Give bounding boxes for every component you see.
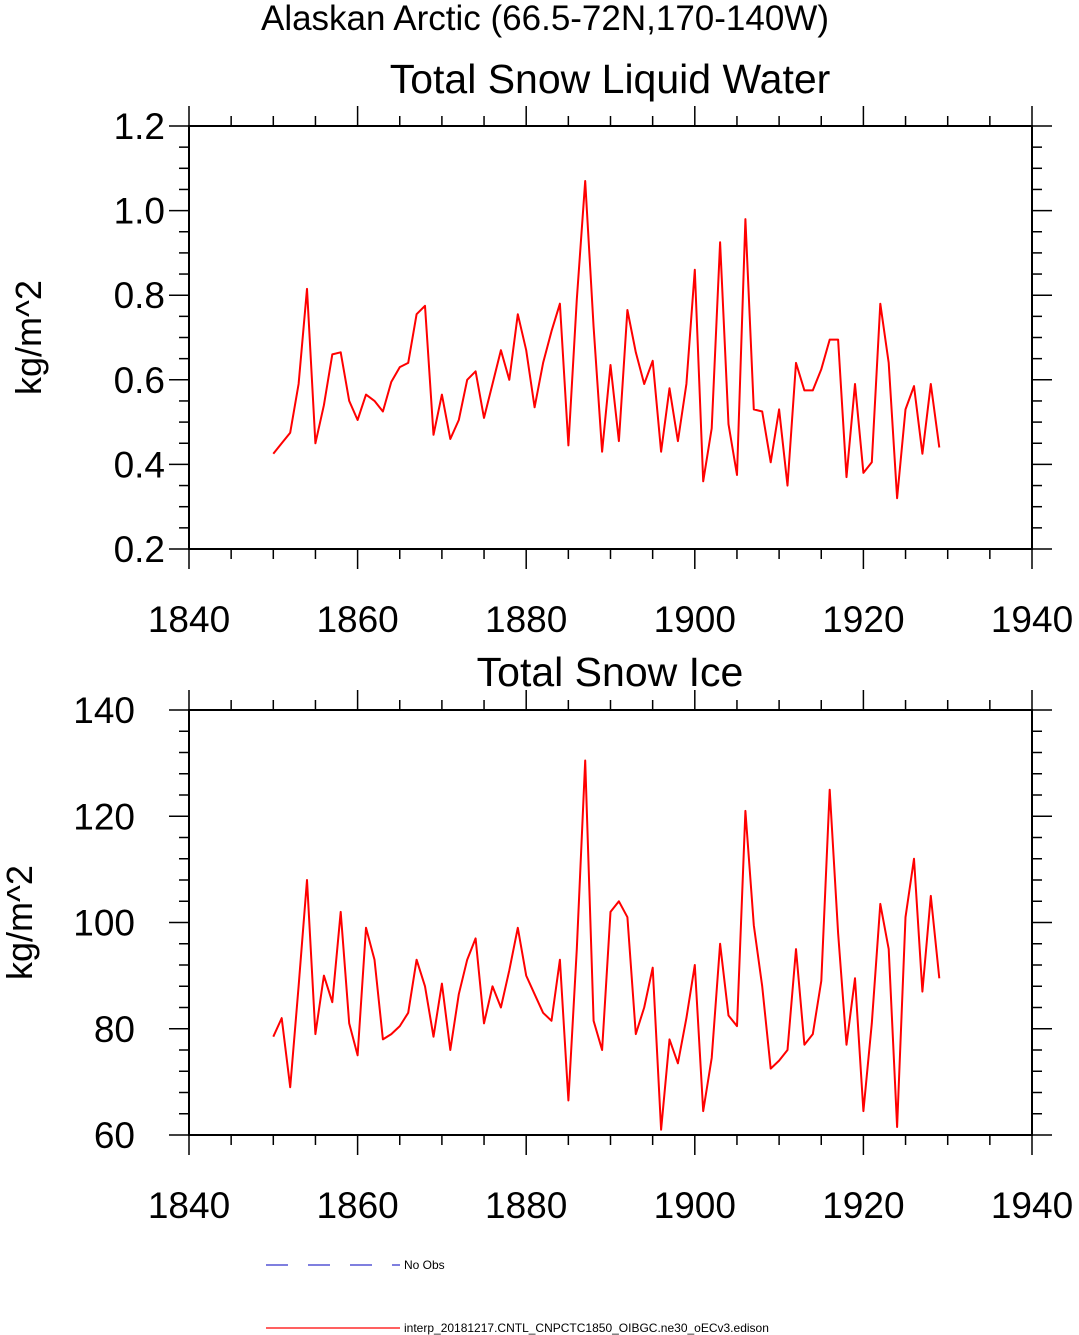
x-axis-tick-labels: 1840 1860 1880 1900 1920 1940 [148,599,1073,640]
x-tick-label: 1920 [822,1185,904,1226]
panel-snow-ice: Total Snow Ice 60 80 100 120 140 1840 1860 188… [0,649,1073,1226]
x-tick-label: 1900 [654,599,736,640]
y-axis-tick-labels: 0.2 0.4 0.6 0.8 1.0 1.2 [114,106,165,570]
y-tick-label: 1.0 [114,191,165,232]
figure-suptitle: Alaskan Arctic (66.5-72N,170-140W) [261,0,829,38]
x-tick-label: 1940 [991,599,1073,640]
axis-ticks [169,690,1052,1155]
x-tick-label: 1880 [485,1185,567,1226]
y-tick-label: 1.2 [114,106,165,147]
plot-frame [188,709,1033,1136]
x-tick-label: 1840 [148,1185,230,1226]
y-tick-label: 120 [73,796,135,837]
x-tick-label: 1920 [822,599,904,640]
y-tick-label: 0.4 [114,444,165,485]
x-tick-label: 1860 [316,1185,398,1226]
x-tick-label: 1900 [654,1185,736,1226]
series-line [272,759,941,1131]
y-tick-label: 0.8 [114,275,165,316]
y-tick-label: 80 [94,1009,135,1050]
legend-item-no-obs: No Obs [266,1258,445,1272]
y-tick-label: 100 [73,903,135,944]
y-tick-label: 60 [94,1115,135,1156]
panel-snow-liquid-water: Total Snow Liquid Water 0.2 0.4 0.6 0.8 1.0 1… [8,56,1073,640]
legend-label: No Obs [404,1258,445,1272]
x-tick-label: 1860 [316,599,398,640]
series-group [272,180,941,500]
series-group [272,759,941,1131]
series-line [272,180,941,500]
y-tick-label: 0.6 [114,360,165,401]
legend: No Obs interp_20181217.CNTL_CNPCTC1850_O… [266,1258,769,1335]
y-tick-label: 0.2 [114,529,165,570]
x-tick-label: 1880 [485,599,567,640]
x-tick-label: 1940 [991,1185,1073,1226]
x-axis-tick-labels: 1840 1860 1880 1900 1920 1940 [148,1185,1073,1226]
x-tick-label: 1840 [148,599,230,640]
chart-title: Total Snow Liquid Water [390,56,831,102]
y-axis-label: kg/m^2 [8,280,49,395]
chart-title: Total Snow Ice [477,649,744,695]
y-axis-tick-labels: 60 80 100 120 140 [73,690,135,1156]
legend-label: interp_20181217.CNTL_CNPCTC1850_OIBGC.ne… [404,1321,769,1335]
plot-frame [188,125,1033,550]
legend-item-model-run: interp_20181217.CNTL_CNPCTC1850_OIBGC.ne… [266,1321,769,1335]
axis-ticks [169,106,1052,569]
y-axis-label: kg/m^2 [0,865,40,980]
y-tick-label: 140 [73,690,135,731]
